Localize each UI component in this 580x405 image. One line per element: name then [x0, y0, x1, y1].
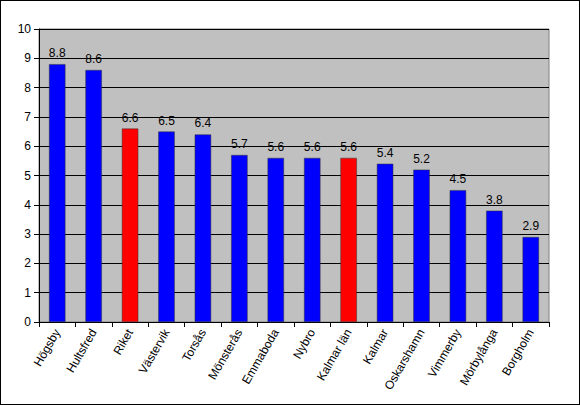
svg-text:Oskarshamn: Oskarshamn [381, 326, 427, 392]
svg-text:10: 10 [18, 22, 32, 36]
svg-text:Emmaboda: Emmaboda [239, 326, 282, 386]
svg-text:2: 2 [24, 256, 31, 270]
svg-text:8.8: 8.8 [49, 46, 66, 60]
svg-text:8: 8 [24, 81, 31, 95]
svg-text:Hultsfred: Hultsfred [64, 326, 100, 375]
svg-text:2.9: 2.9 [522, 219, 539, 233]
svg-text:Västervik: Västervik [136, 326, 173, 377]
svg-text:6.6: 6.6 [122, 111, 139, 125]
svg-text:Torsås: Torsås [179, 326, 209, 364]
svg-text:5.6: 5.6 [267, 140, 284, 154]
svg-text:Kalmar: Kalmar [360, 326, 391, 366]
svg-text:Högsby: Högsby [31, 326, 63, 368]
svg-text:0: 0 [24, 315, 31, 329]
svg-text:Mörbylånga: Mörbylånga [457, 326, 501, 388]
svg-text:Kalmar län: Kalmar län [314, 326, 355, 383]
svg-text:4: 4 [24, 198, 31, 212]
svg-text:5.6: 5.6 [304, 140, 321, 154]
svg-text:3: 3 [24, 227, 31, 241]
svg-text:8.6: 8.6 [85, 52, 102, 66]
svg-text:5: 5 [24, 169, 31, 183]
svg-text:6.5: 6.5 [158, 114, 175, 128]
svg-text:6: 6 [24, 139, 31, 153]
svg-text:3.8: 3.8 [486, 193, 503, 207]
svg-text:5.7: 5.7 [231, 137, 248, 151]
svg-text:Nybro: Nybro [290, 326, 318, 361]
svg-text:5.2: 5.2 [413, 152, 430, 166]
svg-text:5.6: 5.6 [340, 140, 357, 154]
svg-text:4.5: 4.5 [450, 172, 467, 186]
svg-text:6.4: 6.4 [195, 116, 212, 130]
svg-text:Vimmerby: Vimmerby [425, 326, 464, 380]
svg-text:7: 7 [24, 110, 31, 124]
svg-text:9: 9 [24, 51, 31, 65]
svg-text:1: 1 [24, 286, 31, 300]
svg-text:Mönsterås: Mönsterås [205, 326, 245, 381]
svg-text:5.4: 5.4 [377, 146, 394, 160]
svg-text:Riket: Riket [110, 326, 136, 357]
svg-text:Borgholm: Borgholm [499, 326, 537, 377]
